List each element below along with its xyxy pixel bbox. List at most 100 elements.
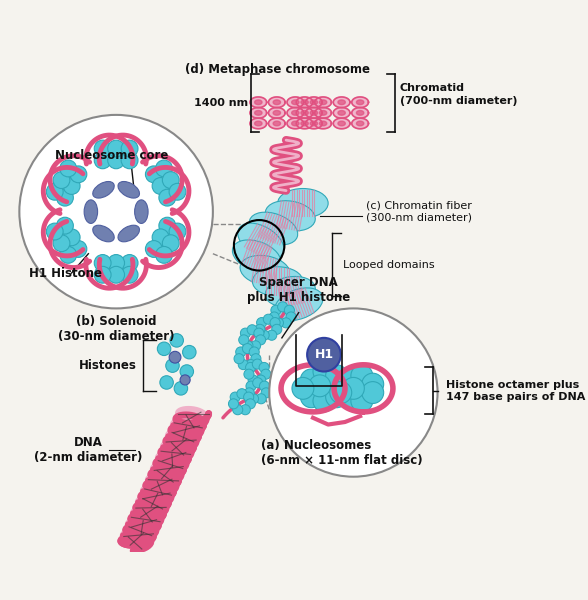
Circle shape: [248, 375, 258, 385]
Circle shape: [252, 359, 262, 369]
Polygon shape: [273, 121, 280, 126]
Ellipse shape: [118, 225, 139, 242]
Circle shape: [169, 352, 181, 363]
Ellipse shape: [265, 201, 315, 231]
Circle shape: [243, 341, 253, 351]
Circle shape: [108, 266, 125, 283]
Text: Nucleosome core: Nucleosome core: [55, 149, 168, 162]
Circle shape: [254, 328, 264, 338]
Polygon shape: [292, 110, 299, 115]
Circle shape: [169, 223, 186, 240]
Circle shape: [159, 189, 176, 206]
Polygon shape: [255, 121, 262, 126]
Circle shape: [152, 178, 169, 194]
Polygon shape: [310, 121, 318, 126]
Circle shape: [351, 390, 373, 412]
Circle shape: [246, 381, 256, 391]
Circle shape: [162, 172, 179, 188]
Circle shape: [70, 241, 87, 257]
Circle shape: [240, 328, 250, 338]
Circle shape: [245, 399, 255, 409]
Circle shape: [229, 399, 239, 409]
Circle shape: [60, 247, 76, 263]
Circle shape: [170, 334, 183, 347]
Circle shape: [94, 266, 111, 283]
Polygon shape: [352, 97, 369, 107]
Circle shape: [64, 229, 80, 246]
Polygon shape: [255, 110, 262, 115]
Polygon shape: [269, 118, 285, 129]
Circle shape: [256, 335, 266, 345]
Circle shape: [247, 325, 257, 335]
Text: Histones: Histones: [78, 359, 136, 372]
Circle shape: [292, 377, 314, 399]
Text: H1 Histone: H1 Histone: [29, 266, 102, 280]
Polygon shape: [273, 100, 280, 104]
Circle shape: [242, 344, 252, 353]
Polygon shape: [310, 100, 318, 104]
Polygon shape: [338, 100, 345, 104]
Circle shape: [309, 375, 330, 397]
Circle shape: [244, 369, 254, 379]
Ellipse shape: [84, 200, 98, 223]
Circle shape: [253, 378, 263, 388]
Polygon shape: [356, 100, 364, 104]
Circle shape: [108, 152, 125, 169]
Circle shape: [362, 382, 384, 403]
Circle shape: [121, 140, 138, 157]
Circle shape: [351, 365, 373, 386]
Circle shape: [180, 375, 190, 385]
Polygon shape: [292, 100, 299, 104]
Circle shape: [330, 382, 352, 403]
Polygon shape: [356, 110, 364, 115]
Circle shape: [249, 347, 259, 357]
Circle shape: [251, 353, 261, 364]
Polygon shape: [296, 118, 313, 129]
Polygon shape: [306, 107, 322, 118]
Ellipse shape: [93, 225, 114, 242]
Text: DNA
(2-nm diameter): DNA (2-nm diameter): [34, 436, 142, 464]
Polygon shape: [333, 107, 350, 118]
Text: Chromatid
(700-nm diameter): Chromatid (700-nm diameter): [400, 83, 517, 106]
Circle shape: [261, 388, 271, 398]
Text: (b) Solenoid
(30-nm diameter): (b) Solenoid (30-nm diameter): [58, 315, 175, 343]
Text: (a) Nucleosomes
(6-nm × 11-nm flat disc): (a) Nucleosomes (6-nm × 11-nm flat disc): [261, 439, 422, 467]
Polygon shape: [338, 121, 345, 126]
Circle shape: [238, 359, 248, 370]
Polygon shape: [269, 107, 285, 118]
Circle shape: [46, 223, 63, 240]
Circle shape: [234, 353, 244, 364]
Circle shape: [313, 390, 335, 412]
Circle shape: [246, 359, 256, 370]
Circle shape: [273, 318, 283, 328]
Circle shape: [60, 160, 76, 177]
Polygon shape: [306, 97, 322, 107]
Circle shape: [159, 217, 176, 234]
Text: 1400 nm: 1400 nm: [194, 98, 248, 108]
Polygon shape: [296, 97, 313, 107]
Text: Spacer DNA
plus H1 histone: Spacer DNA plus H1 histone: [247, 276, 350, 304]
Ellipse shape: [232, 240, 281, 272]
Polygon shape: [338, 110, 345, 115]
Circle shape: [94, 140, 111, 157]
Text: Looped domains: Looped domains: [343, 260, 435, 269]
Polygon shape: [287, 97, 303, 107]
Circle shape: [281, 318, 291, 328]
Polygon shape: [352, 107, 369, 118]
Circle shape: [156, 247, 172, 263]
Circle shape: [108, 254, 125, 271]
Circle shape: [269, 308, 437, 476]
Circle shape: [263, 314, 273, 324]
Circle shape: [267, 330, 277, 340]
Ellipse shape: [135, 200, 148, 223]
Polygon shape: [306, 118, 322, 129]
Circle shape: [94, 254, 111, 271]
Circle shape: [121, 254, 138, 271]
Circle shape: [237, 389, 247, 399]
Circle shape: [166, 359, 179, 373]
Circle shape: [249, 394, 259, 404]
Circle shape: [285, 305, 295, 315]
Polygon shape: [269, 97, 285, 107]
Text: (d) Metaphase chromosome: (d) Metaphase chromosome: [185, 63, 370, 76]
Circle shape: [286, 312, 296, 322]
